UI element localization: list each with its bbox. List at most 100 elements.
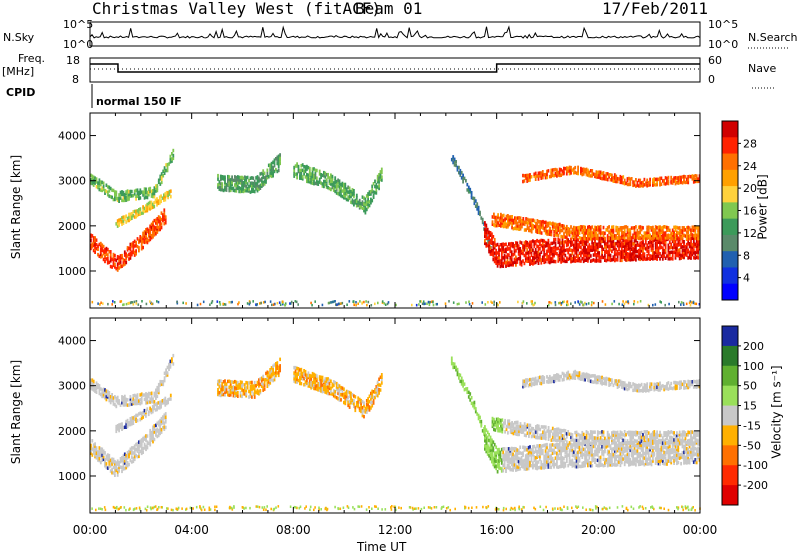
power-cell (338, 179, 341, 183)
velocity-cell (279, 366, 281, 370)
power-cell (524, 243, 527, 248)
power-cell (460, 176, 463, 180)
power-cell (260, 184, 263, 188)
power-cell (666, 179, 668, 183)
power-cell (526, 176, 529, 180)
velocity-cell (489, 443, 492, 448)
power-cell (526, 226, 529, 231)
power-cell (493, 251, 496, 255)
ground-scatter-cell (353, 303, 355, 307)
power-cell (601, 236, 603, 241)
velocity-cell (276, 361, 279, 365)
power-cell (524, 251, 527, 256)
power-cell (553, 259, 555, 264)
power-cell (164, 198, 167, 202)
power-cell (570, 237, 572, 241)
ground-scatter-cell (550, 301, 553, 305)
power-cell (159, 177, 162, 181)
power-cell (540, 220, 543, 224)
velocity-cell (462, 381, 464, 386)
power-cell (575, 236, 578, 240)
velocity-cell (510, 468, 513, 472)
velocity-cell (150, 391, 153, 395)
power-cell (308, 173, 311, 178)
power-cell (551, 171, 554, 176)
power-cell (139, 239, 142, 243)
velocity-cell (495, 451, 498, 455)
power-cell (236, 183, 239, 187)
power-cell (615, 234, 618, 238)
power-cell (529, 243, 531, 247)
power-cell (620, 255, 623, 259)
power-cell (303, 169, 305, 173)
power-cell (652, 225, 654, 230)
velocity-cell (318, 385, 321, 390)
velocity-cell (265, 378, 267, 382)
power-cell (629, 243, 632, 248)
power-cell (142, 193, 144, 197)
velocity-cell (145, 438, 147, 442)
power-cell (537, 230, 540, 235)
power-cell (632, 255, 634, 259)
power-cell (109, 250, 112, 254)
power-cell (222, 175, 225, 179)
power-cell (136, 244, 139, 249)
velocity-cell (97, 450, 99, 454)
power-cell (612, 247, 615, 251)
velocity-cell (512, 447, 514, 451)
power-cell (692, 225, 695, 229)
power-cell (515, 255, 517, 259)
velocity-cell (132, 421, 135, 425)
power-cell (224, 175, 226, 179)
power-cell (491, 220, 494, 224)
power-cell (116, 196, 119, 201)
velocity-cell (275, 365, 277, 369)
ground-scatter-cell (611, 302, 613, 306)
ground-scatter-cell (337, 302, 340, 305)
power-cell (608, 250, 610, 255)
power-cell (516, 216, 519, 220)
velocity-cell (574, 456, 577, 460)
power-cell (331, 174, 334, 179)
velocity-cell (637, 454, 640, 459)
power-cell (296, 162, 298, 166)
power-cell (166, 162, 169, 167)
power-cell (646, 257, 649, 261)
velocity-cell (304, 369, 307, 374)
velocity-cell (506, 465, 509, 470)
power-cell (219, 186, 222, 190)
power-cell (571, 233, 574, 237)
velocity-cell (152, 434, 154, 438)
power-cell (532, 256, 534, 260)
power-cell (533, 256, 536, 260)
power-cell (541, 247, 544, 252)
velocity-cell (544, 449, 547, 453)
power-cell (125, 257, 128, 261)
power-cell (245, 176, 248, 180)
power-cell (135, 211, 137, 215)
power-cell (659, 233, 661, 237)
velocity-cell (299, 376, 301, 380)
velocity-cell (500, 461, 503, 465)
power-cell (697, 244, 699, 248)
velocity-cell (307, 384, 310, 388)
power-cell (303, 165, 305, 169)
velocity-cell (595, 463, 598, 467)
ground-scatter-cell (587, 302, 590, 305)
velocity-cell (163, 413, 166, 417)
power-cell (163, 217, 166, 222)
power-cell (673, 225, 675, 230)
power-cell (537, 253, 540, 257)
power-cell (591, 240, 594, 244)
power-cell (633, 257, 636, 261)
power-cell (161, 196, 164, 200)
velocity-cell (228, 393, 231, 397)
power-cell (119, 196, 122, 200)
power-cell (667, 248, 670, 253)
ground-scatter-cell (533, 303, 535, 306)
velocity-cell (306, 378, 308, 383)
velocity-cell (122, 467, 125, 471)
power-cell (95, 246, 98, 251)
power-cell (670, 237, 673, 241)
velocity-cell (348, 405, 351, 409)
